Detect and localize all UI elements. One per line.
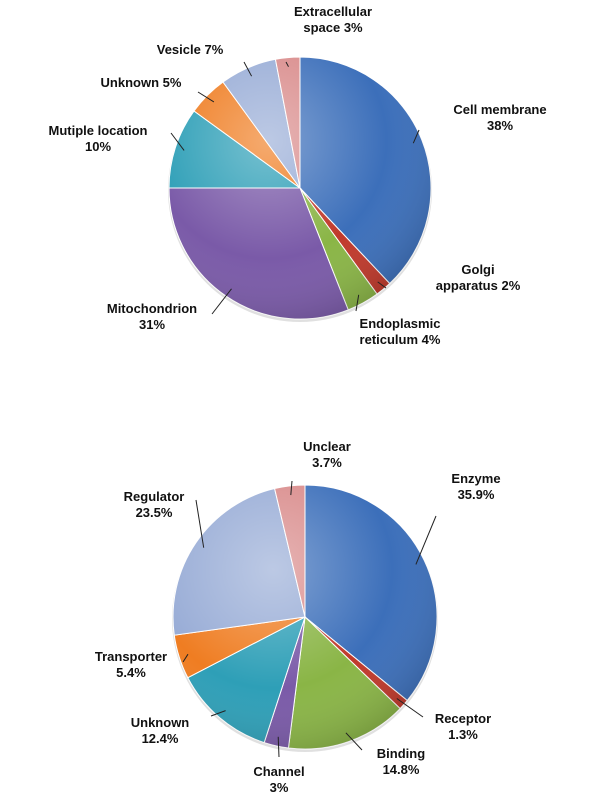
pie-chart-molecular-function: Enzyme 35.9% Receptor 1.3% Binding 14.8% Chann… [95,439,501,795]
slice-label-regulator: Regulator 23.5% [124,489,185,520]
leader-line-mutiple-location [170,132,185,151]
slice-label-extracellular: Extracellular space 3% [294,4,372,35]
leader-line-transporter [182,653,189,663]
leader-line-binding [345,732,363,751]
slice-label-endoplasmic: Endoplasmic reticulum 4% [360,316,441,347]
leader-line-unclear [290,480,293,496]
slice-label-enzyme: Enzyme 35.9% [451,471,500,502]
slice-label-cell-membrane: Cell membrane 38% [453,102,546,133]
leader-line-channel [277,736,280,758]
slice-label-receptor: Receptor 1.3% [435,711,491,742]
leader-line-mitochondrion [211,288,232,315]
slice-label-golgi: Golgi apparatus 2% [436,262,521,293]
leader-line-extracellular [285,61,289,67]
leader-line-golgi [377,281,387,289]
leader-line-regulator [195,499,205,548]
slice-label-unclear: Unclear 3.7% [303,439,351,470]
slice-label-mitochondrion: Mitochondrion 31% [107,301,197,332]
slice-label-channel: Channel 3% [253,764,304,795]
leader-line-receptor [396,698,424,718]
leader-line-endoplasmic [355,294,360,312]
slice-label-unknown: Unknown 12.4% [131,715,190,746]
leader-line-enzyme [415,515,437,565]
leader-line-unknown-5 [197,91,215,103]
leader-line-cell-membrane [412,129,420,144]
slice-label-mutiple-location: Mutiple location 10% [49,123,148,154]
slice-label-binding: Binding 14.8% [377,746,425,777]
leader-line-unknown [210,710,226,717]
slice-label-vesicle-7: Vesicle 7% [157,42,224,57]
slice-label-transporter: Transporter 5.4% [95,649,167,680]
slice-label-unknown-5: Unknown 5% [101,75,182,90]
pie-chart-subcellular-location: Cell membrane 38% Golgi apparatus 2% Endopla… [49,4,547,347]
leader-line-vesicle-7 [243,61,253,77]
